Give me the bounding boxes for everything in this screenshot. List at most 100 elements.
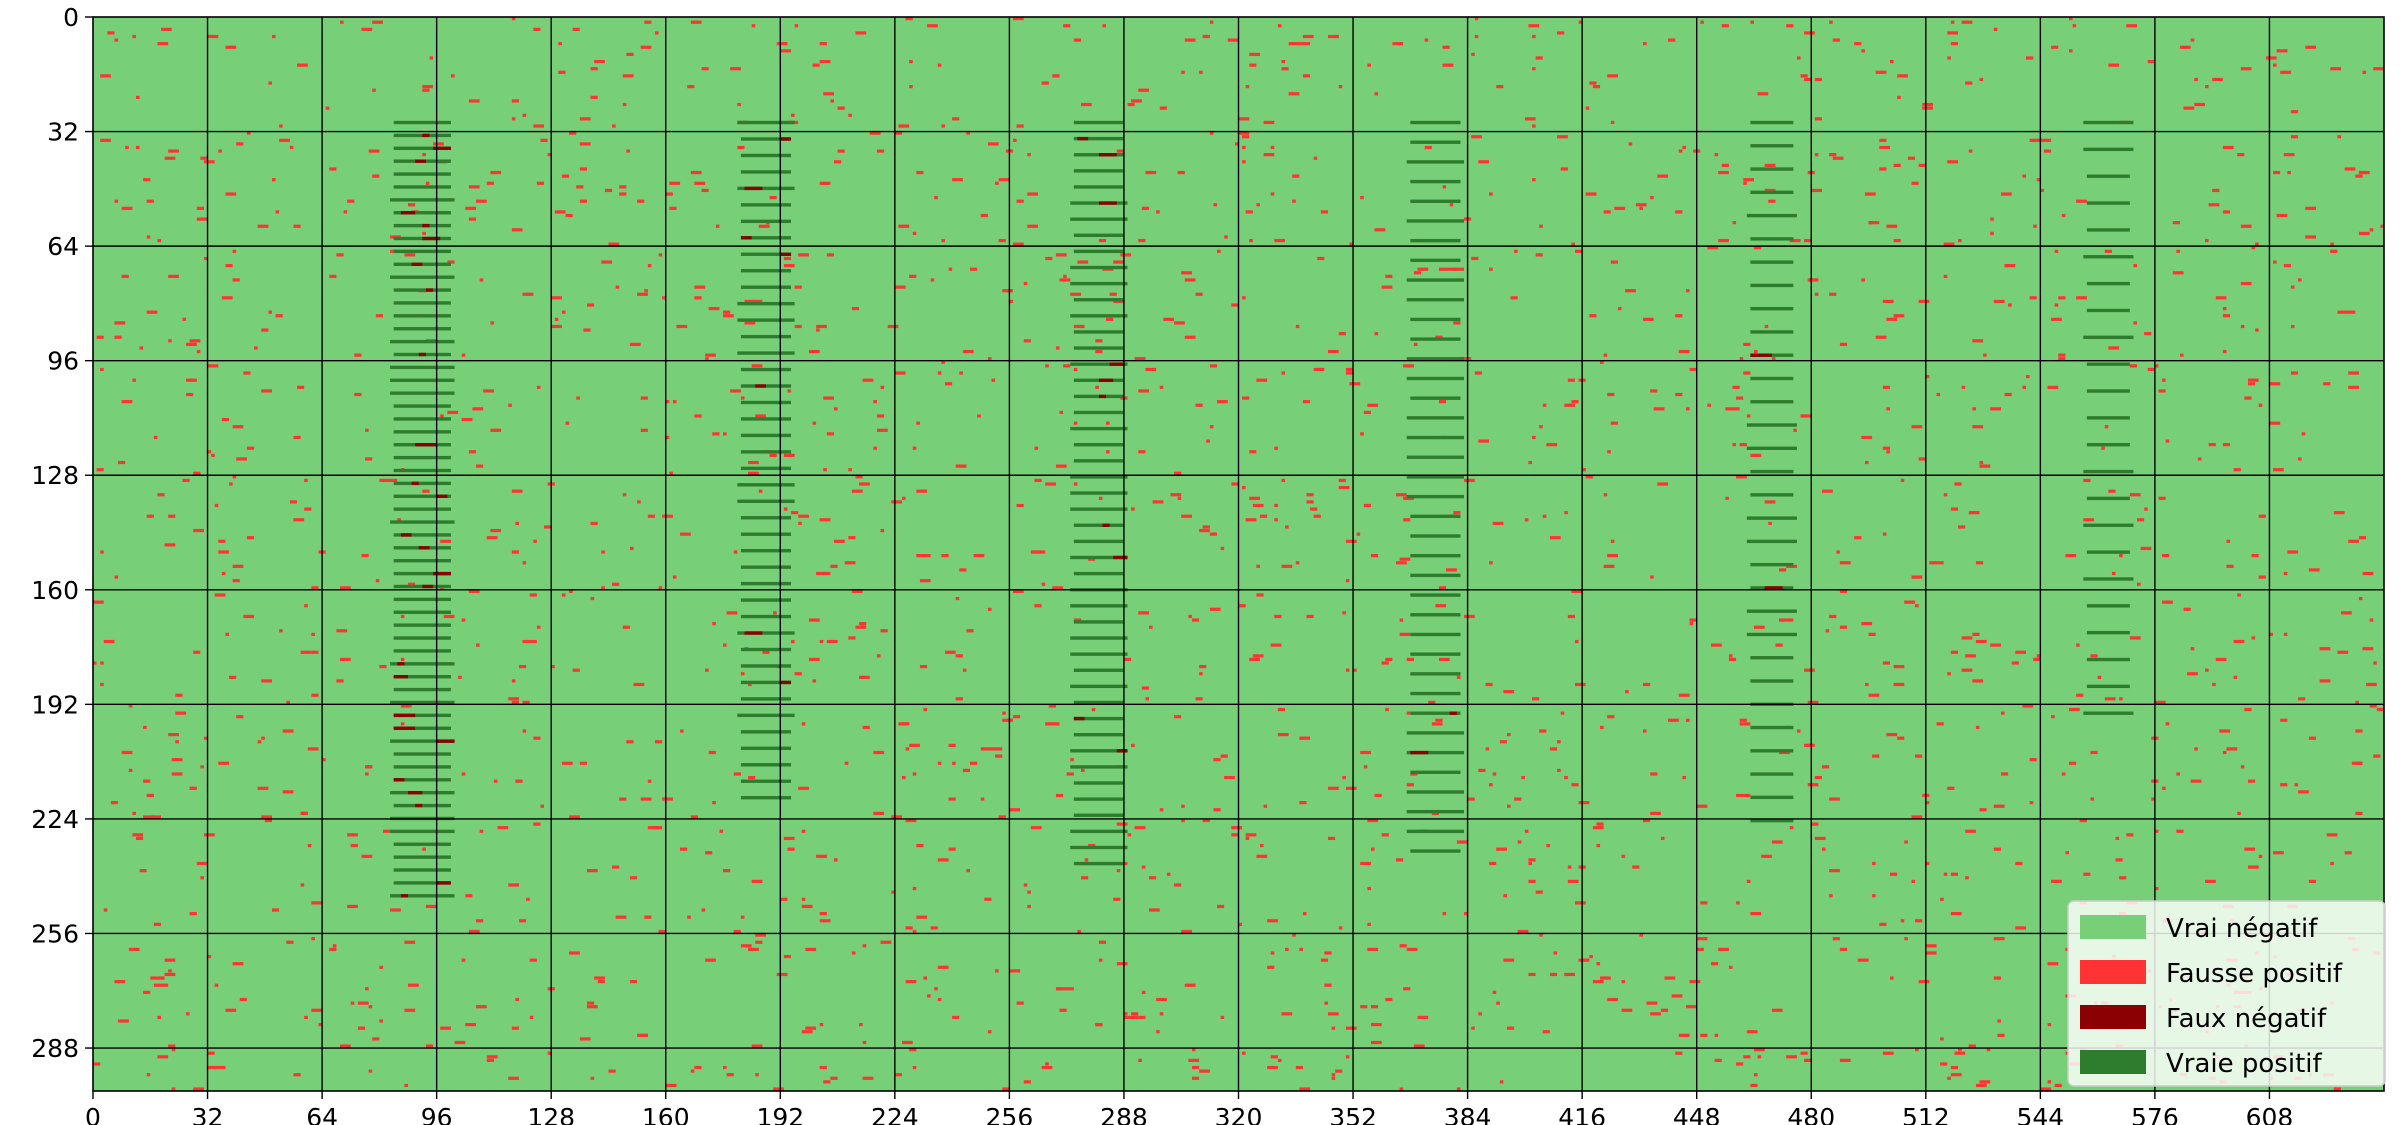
false-positive-cell: [1274, 518, 1278, 522]
false-positive-cell: [1875, 335, 1887, 339]
false-positive-cell: [2054, 303, 2059, 307]
false-positive-cell: [1213, 758, 1221, 762]
false-positive-cell: [1979, 1080, 1991, 1084]
false-positive-cell: [1804, 743, 1812, 747]
false-positive-cell: [368, 1005, 373, 1009]
false-positive-cell: [1947, 56, 1951, 60]
false-positive-cell: [2226, 564, 2234, 568]
false-positive-cell: [279, 629, 283, 633]
false-positive-cell: [2076, 643, 2080, 647]
false-positive-cell: [404, 940, 416, 944]
false-positive-cell: [855, 625, 867, 629]
false-positive-cell: [876, 428, 888, 432]
false-positive-cell: [1381, 833, 1389, 837]
false-positive-cell: [1285, 947, 1289, 952]
false-positive-cell: [271, 178, 276, 182]
false-positive-cell: [1213, 808, 1221, 812]
false-positive-cell: [1456, 840, 1468, 844]
false-positive-cell: [844, 561, 856, 565]
false-positive-cell: [1761, 854, 1772, 858]
false-positive-cell: [1059, 410, 1064, 415]
y-tick-label: 0: [63, 3, 79, 32]
false-positive-cell: [2111, 571, 2116, 576]
false-positive-cell: [458, 675, 462, 679]
false-positive-cell: [805, 947, 817, 952]
false-positive-cell: [909, 85, 913, 89]
false-positive-cell: [1807, 278, 1819, 282]
false-positive-cell: [1950, 912, 1962, 916]
false-positive-cell: [1514, 249, 1518, 253]
true-positive-segment: [1750, 237, 1794, 241]
true-positive-segment: [1406, 278, 1465, 282]
false-positive-cell: [132, 833, 144, 837]
false-positive-cell: [193, 471, 201, 475]
false-positive-cell: [1753, 349, 1758, 354]
false-positive-cell: [1478, 160, 1490, 164]
false-positive-cell: [1156, 210, 1160, 214]
false-positive-cell: [203, 736, 208, 740]
false-positive-cell: [1650, 389, 1658, 393]
false-positive-cell: [787, 264, 795, 268]
false-positive-cell: [1546, 443, 1558, 447]
false-positive-cell: [823, 468, 827, 472]
false-positive-cell: [1098, 238, 1107, 243]
true-positive-segment: [740, 779, 792, 783]
false-positive-cell: [1098, 958, 1103, 962]
false-positive-cell: [1864, 192, 1876, 196]
false-positive-cell: [1768, 521, 1772, 525]
false-positive-cell: [1159, 385, 1164, 389]
true-positive-segment: [740, 548, 792, 553]
false-negative-segment: [433, 146, 451, 150]
false-positive-cell: [561, 761, 573, 765]
true-positive-segment: [1406, 829, 1465, 834]
false-positive-cell: [1156, 1030, 1160, 1034]
false-positive-cell: [1245, 518, 1257, 522]
false-negative-segment: [418, 546, 430, 550]
false-positive-cell: [1650, 196, 1654, 200]
false-positive-cell: [1961, 636, 1973, 640]
false-positive-cell: [1979, 460, 1984, 465]
false-positive-cell: [2162, 786, 2166, 790]
false-positive-cell: [1399, 944, 1407, 948]
false-positive-cell: [1714, 1058, 1722, 1062]
true-positive-segment: [1410, 199, 1461, 203]
false-positive-cell: [2355, 811, 2363, 815]
false-positive-cell: [1800, 74, 1808, 78]
false-positive-cell: [454, 1040, 466, 1045]
true-positive-segment: [1750, 330, 1794, 334]
false-positive-cell: [1965, 876, 1969, 880]
false-positive-cell: [601, 550, 605, 554]
false-positive-cell: [493, 779, 498, 783]
false-positive-cell: [862, 1040, 867, 1045]
false-positive-cell: [1274, 503, 1278, 508]
false-positive-cell: [225, 264, 233, 268]
true-positive-segment: [1410, 652, 1461, 656]
false-positive-cell: [1080, 876, 1089, 880]
false-positive-cell: [905, 926, 913, 930]
false-positive-cell: [902, 1040, 913, 1045]
false-positive-cell: [114, 335, 122, 339]
false-positive-cell: [225, 632, 230, 636]
false-positive-cell: [733, 772, 741, 776]
false-positive-cell: [93, 600, 104, 604]
false-positive-cell: [100, 74, 111, 78]
false-positive-cell: [121, 206, 133, 210]
false-positive-cell: [261, 389, 272, 393]
false-negative-segment: [1077, 136, 1089, 141]
false-positive-cell: [1997, 1019, 2001, 1023]
false-positive-cell: [146, 1073, 151, 1077]
false-positive-cell: [2330, 242, 2334, 246]
false-positive-cell: [207, 364, 219, 368]
false-positive-cell: [712, 432, 720, 436]
false-positive-cell: [565, 421, 570, 425]
true-positive-segment: [737, 120, 795, 125]
false-positive-cell: [2355, 700, 2359, 704]
false-positive-cell: [1070, 292, 1081, 296]
true-positive-segment: [740, 400, 792, 405]
false-positive-cell: [755, 933, 759, 937]
false-positive-cell: [1528, 858, 1536, 862]
true-positive-segment: [1070, 265, 1128, 270]
y-tick-label: 32: [47, 118, 79, 147]
false-positive-cell: [1059, 278, 1071, 282]
true-positive-segment: [1406, 298, 1465, 302]
